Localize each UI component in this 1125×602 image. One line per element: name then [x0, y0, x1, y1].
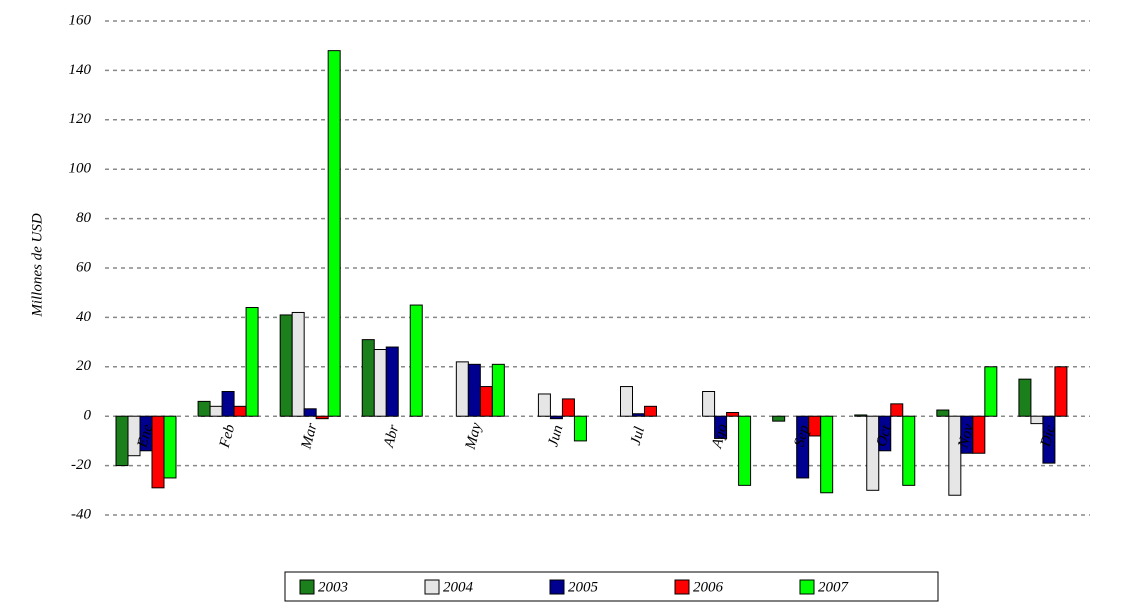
x-tick-label: Jul: [628, 425, 648, 447]
bar: [327, 50, 341, 417]
bar: [303, 408, 317, 417]
bar: [1054, 366, 1068, 417]
bar: [209, 405, 223, 417]
x-tick-label: Oct: [874, 423, 895, 449]
bar: [878, 415, 892, 452]
y-tick-label: 160: [69, 12, 92, 28]
bar: [361, 339, 375, 417]
legend-swatch: [424, 579, 440, 595]
y-tick-label: 60: [76, 259, 92, 275]
legend-swatch: [299, 579, 315, 595]
bar: [772, 415, 786, 422]
bar: [115, 415, 129, 467]
bar: [467, 363, 481, 417]
bar: [644, 405, 657, 417]
x-tick-label: Ago: [709, 422, 731, 451]
x-tick-label: Dic: [1038, 423, 1059, 449]
legend-label: 2003: [318, 579, 348, 595]
x-tick-label: May: [462, 421, 485, 452]
bar: [385, 346, 399, 417]
bar: [890, 403, 904, 417]
bar: [820, 415, 834, 494]
bar: [279, 314, 293, 417]
y-tick-label: 120: [69, 111, 92, 127]
legend-label: 2007: [818, 579, 850, 595]
bar: [245, 307, 259, 417]
legend-swatch: [549, 579, 565, 595]
x-tick-label: Abr: [381, 423, 403, 450]
legend-box: [284, 571, 939, 602]
bar: [854, 414, 868, 417]
y-tick-label: 140: [69, 62, 92, 78]
bar: [221, 391, 235, 417]
bar: [738, 415, 752, 486]
y-axis-label: Millones de USD: [29, 213, 45, 317]
bar: [620, 386, 633, 417]
y-tick-label: -40: [71, 506, 91, 522]
bar: [455, 361, 469, 417]
bar: [197, 400, 211, 417]
bar: [702, 391, 716, 417]
x-tick-label: Ene: [134, 422, 156, 450]
legend-label: 2004: [443, 579, 474, 595]
legend-swatch: [674, 579, 690, 595]
x-tick-label: Mar: [298, 421, 320, 451]
x-tick-label: Jun: [545, 424, 566, 449]
bar: [491, 363, 505, 417]
bar: [163, 415, 177, 479]
bar: [726, 411, 740, 417]
legend-swatch: [799, 579, 815, 595]
bar: [1030, 415, 1044, 425]
bar: [549, 415, 563, 420]
y-tick-label: 0: [84, 408, 92, 424]
y-tick-label: 100: [69, 161, 92, 177]
bar: [1042, 415, 1056, 464]
bar: [796, 415, 810, 479]
y-tick-label: 40: [76, 309, 92, 325]
bar: [972, 415, 986, 454]
y-tick-label: 80: [76, 210, 92, 226]
bar: [373, 349, 387, 417]
y-tick-label: -20: [71, 457, 91, 473]
bar: [409, 304, 423, 417]
y-tick-label: 20: [76, 358, 92, 374]
bar: [936, 409, 950, 417]
bar: [714, 415, 728, 439]
bar: [632, 413, 645, 417]
bar: [315, 415, 329, 420]
bar: [479, 386, 493, 417]
bar: [561, 398, 575, 417]
bar: [573, 415, 587, 442]
x-tick-label: Nov: [955, 422, 977, 451]
bar: [233, 405, 247, 417]
bar: [902, 415, 916, 486]
bar: [866, 415, 880, 491]
x-tick-label: Feb: [217, 422, 239, 450]
bar: [1018, 378, 1032, 417]
bar: [537, 393, 551, 417]
bar: [948, 415, 962, 496]
x-tick-label: Sep: [792, 423, 813, 449]
legend-label: 2006: [693, 579, 724, 595]
legend-label: 2005: [568, 579, 599, 595]
bar: [291, 311, 305, 417]
bar: [984, 366, 998, 417]
